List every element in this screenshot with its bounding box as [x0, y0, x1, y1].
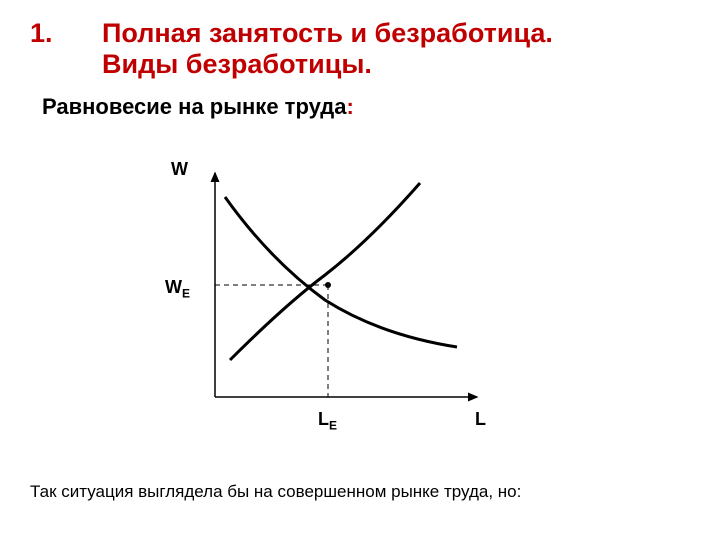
subtitle-text: Равновесие на рынке труда: [42, 94, 346, 119]
subtitle: Равновесие на рынке труда:: [0, 88, 720, 120]
footer-caption: Так ситуация выглядела бы на совершенном…: [30, 482, 521, 502]
equilibrium-point: [325, 282, 331, 288]
section-title: Полная занятость и безработица. Виды без…: [102, 18, 553, 80]
subtitle-colon: :: [346, 94, 353, 119]
section-number: 1.: [30, 18, 102, 49]
title-line-2: Виды безработицы.: [102, 49, 372, 79]
x-axis-label: L: [475, 409, 486, 430]
eq-x-label: LE: [318, 409, 337, 433]
demand-curve: [225, 197, 457, 347]
section-heading: 1. Полная занятость и безработица. Виды …: [0, 0, 720, 88]
supply-curve: [230, 183, 420, 360]
eq-y-label: WE: [165, 277, 190, 301]
title-line-1: Полная занятость и безработица.: [102, 18, 553, 48]
chart-svg: [195, 165, 505, 435]
equilibrium-chart: W L WE LE: [195, 165, 505, 435]
y-axis-label: W: [171, 159, 188, 180]
